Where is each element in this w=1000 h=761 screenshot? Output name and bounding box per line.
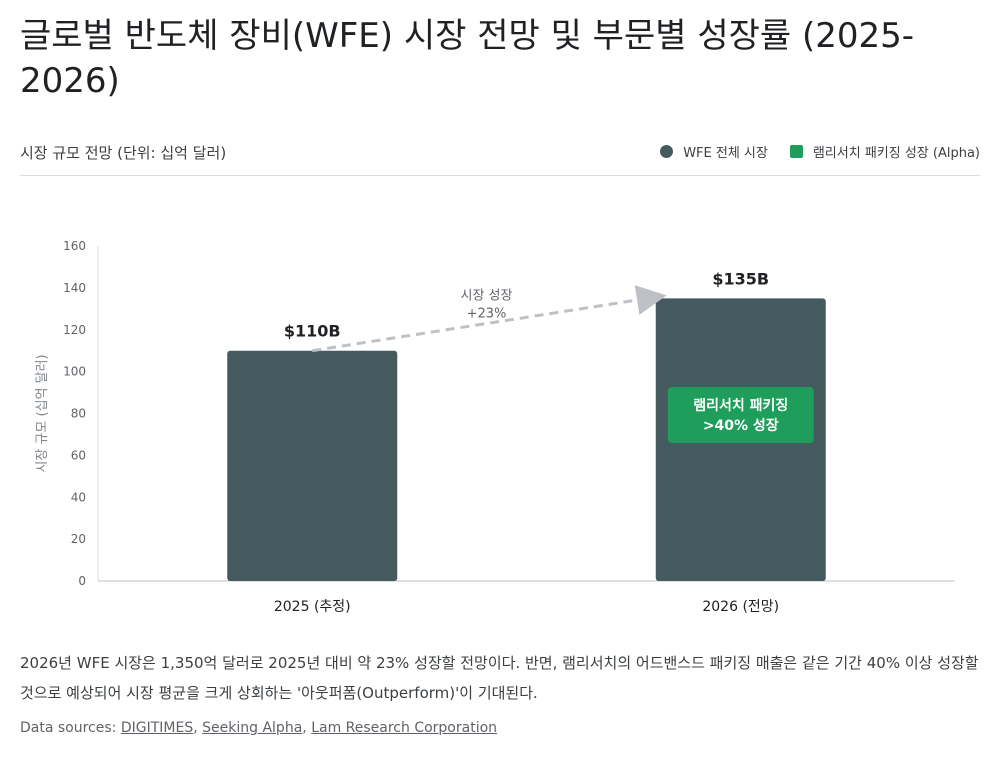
growth-annotation-line-2: +23% bbox=[467, 307, 507, 322]
legend-item-wfe: WFE 전체 시장 bbox=[660, 142, 768, 161]
source-link-lam-research[interactable]: Lam Research Corporation bbox=[311, 720, 498, 736]
y-tick-label: 60 bbox=[71, 448, 86, 462]
badge-line-1: 램리서치 패키징 bbox=[693, 397, 788, 414]
y-tick-label: 20 bbox=[71, 532, 86, 546]
packaging-growth-badge bbox=[667, 387, 814, 443]
data-label-1: $110B bbox=[284, 322, 341, 341]
data-sources: Data sources: DIGITIMES, Seeking Alpha, … bbox=[20, 720, 497, 736]
y-tick-label: 40 bbox=[71, 490, 86, 504]
data-label-2: $135B bbox=[712, 269, 769, 288]
chart-header: 시장 규모 전망 (단위: 십억 달러) WFE 전체 시장 램리서치 패키징 … bbox=[20, 140, 980, 166]
y-tick-label: 120 bbox=[63, 323, 86, 337]
legend-swatch-wfe bbox=[660, 145, 674, 158]
y-tick-label: 100 bbox=[63, 365, 86, 379]
legend-item-packaging: 램리서치 패키징 성장 (Alpha) bbox=[789, 142, 980, 161]
sources-separator: , bbox=[193, 720, 203, 736]
chart-note: 2026년 WFE 시장은 1,350억 달러로 2025년 대비 약 23% … bbox=[20, 654, 979, 702]
badge-line-2: >40% 성장 bbox=[703, 417, 779, 434]
legend-swatch-packaging bbox=[789, 145, 803, 158]
x-tick-label-2: 2026 (전망) bbox=[702, 599, 779, 615]
bar-1 bbox=[227, 350, 398, 581]
growth-annotation-line-1: 시장 성장 bbox=[461, 289, 513, 304]
y-tick-label: 0 bbox=[78, 574, 86, 588]
chart-subtitle: 시장 규모 전망 (단위: 십억 달러) bbox=[20, 144, 227, 162]
y-axis-label: 시장 규모 (십억 달러) bbox=[35, 354, 50, 472]
legend-label-wfe: WFE 전체 시장 bbox=[683, 146, 768, 161]
header-divider bbox=[20, 175, 980, 176]
y-tick-label: 160 bbox=[63, 239, 86, 253]
growth-arrow bbox=[312, 285, 667, 353]
legend-label-packaging: 램리서치 패키징 성장 (Alpha) bbox=[812, 146, 980, 161]
sources-prefix: Data sources: bbox=[20, 720, 121, 736]
x-tick-label-1: 2025 (추정) bbox=[274, 599, 351, 615]
legend: WFE 전체 시장 램리서치 패키징 성장 (Alpha) bbox=[638, 142, 980, 161]
y-tick-label: 140 bbox=[63, 281, 86, 295]
source-link-digitimes[interactable]: DIGITIMES bbox=[120, 720, 194, 736]
bar-chart: 0 20 40 60 80 100 120 140 160 시장 규모 (십억 달러) $110B 2… bbox=[35, 239, 955, 615]
y-tick-label: 80 bbox=[71, 407, 86, 421]
chart-title: 글로벌 반도체 장비(WFE) 시장 전망 및 부문별 성장률 (2025-20… bbox=[20, 16, 915, 101]
sources-separator: , bbox=[302, 720, 312, 736]
source-link-seeking-alpha[interactable]: Seeking Alpha bbox=[202, 720, 303, 736]
